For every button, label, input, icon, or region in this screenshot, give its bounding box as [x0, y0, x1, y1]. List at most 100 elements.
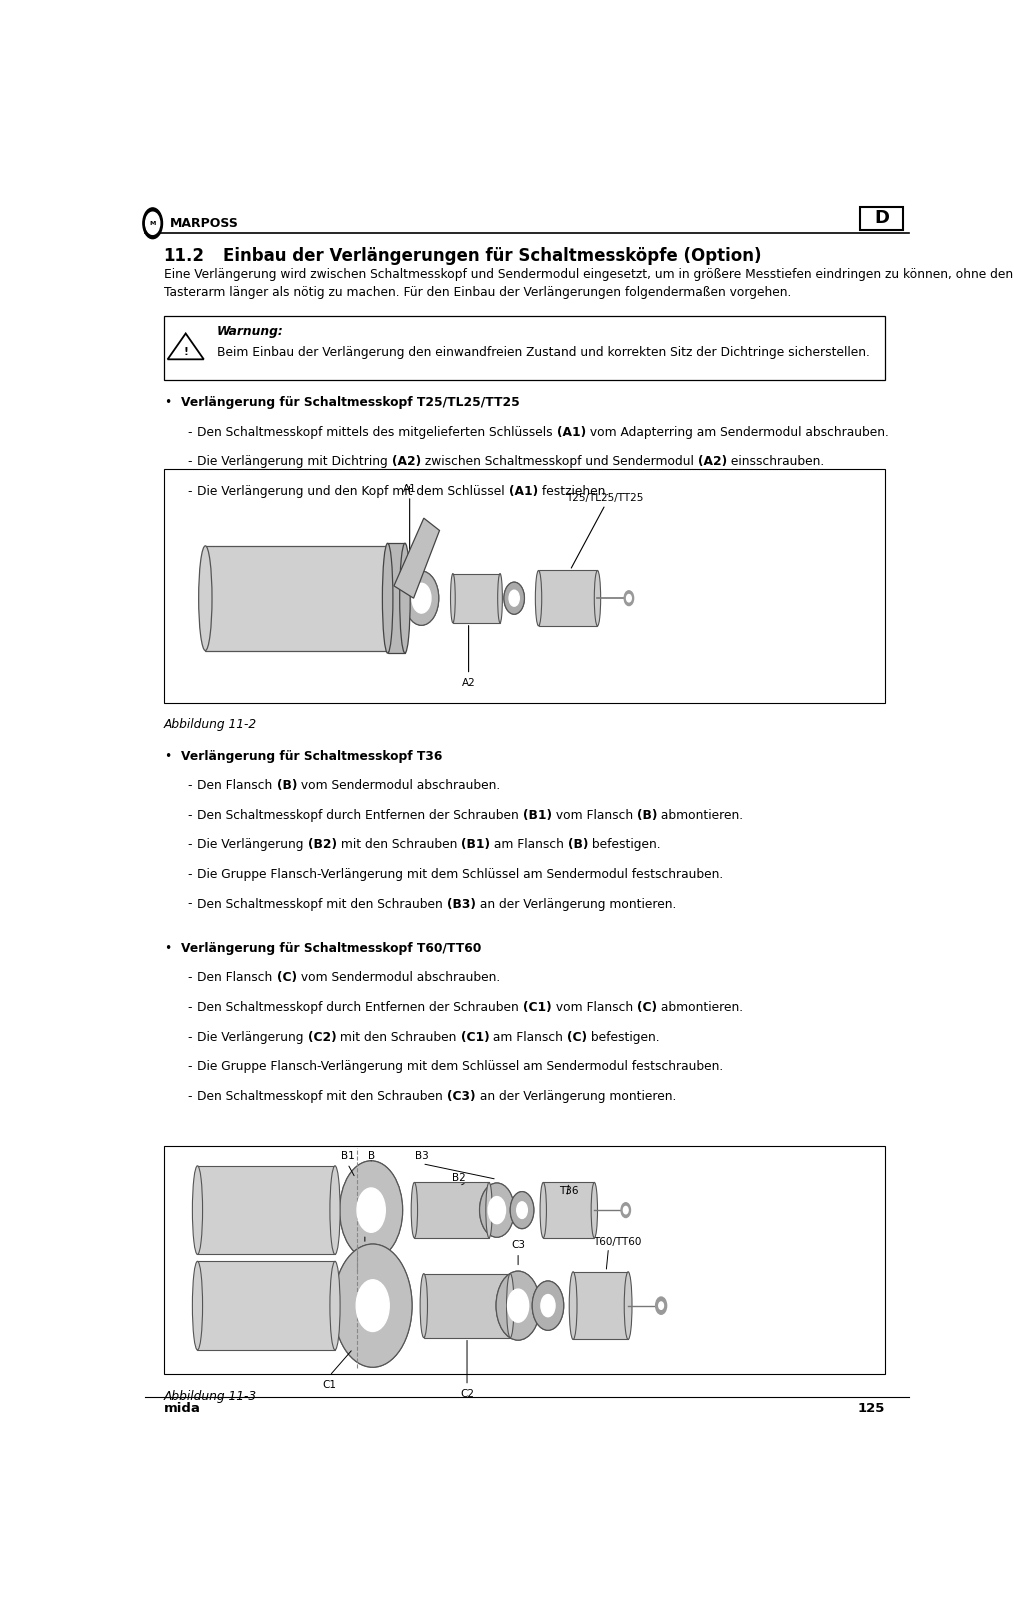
Text: M: M — [149, 221, 156, 225]
Text: (C): (C) — [637, 1001, 657, 1014]
Circle shape — [143, 208, 162, 238]
Text: Abbildung 11-3: Abbildung 11-3 — [163, 1390, 257, 1402]
Ellipse shape — [412, 1182, 418, 1238]
Text: T25/TL25/TT25: T25/TL25/TT25 — [566, 494, 644, 504]
Text: vom Sendermodul abschrauben.: vom Sendermodul abschrauben. — [297, 972, 500, 985]
Text: vom Sendermodul abschrauben.: vom Sendermodul abschrauben. — [297, 779, 500, 792]
Circle shape — [412, 584, 431, 612]
Text: (A1): (A1) — [509, 484, 538, 497]
Ellipse shape — [330, 1262, 340, 1350]
Text: festziehen.: festziehen. — [538, 484, 609, 497]
Text: (C): (C) — [277, 972, 297, 985]
Ellipse shape — [199, 545, 212, 651]
Text: (C): (C) — [567, 1031, 587, 1044]
Ellipse shape — [591, 1182, 597, 1238]
Text: C1: C1 — [322, 1380, 337, 1390]
Circle shape — [510, 1191, 533, 1228]
Circle shape — [146, 213, 160, 235]
Text: Die Gruppe Flansch-Verlängerung mit dem Schlüssel am Sendermodul festschrauben.: Die Gruppe Flansch-Verlängerung mit dem … — [198, 868, 724, 881]
Text: 125: 125 — [858, 1402, 885, 1415]
Text: (C1): (C1) — [523, 1001, 552, 1014]
Text: Die Verlängerung und den Kopf mit dem Schlüssel: Die Verlängerung und den Kopf mit dem Sc… — [198, 484, 509, 497]
Text: D: D — [874, 209, 889, 227]
Text: (A2): (A2) — [392, 456, 421, 469]
Text: A1: A1 — [403, 483, 417, 494]
Circle shape — [357, 1188, 385, 1233]
Circle shape — [340, 1161, 403, 1260]
Text: an der Verlängerung montieren.: an der Verlängerung montieren. — [476, 897, 676, 910]
Text: -: - — [188, 484, 192, 497]
Bar — [163, 1146, 885, 1374]
Text: Den Schaltmesskopf mit den Schrauben: Den Schaltmesskopf mit den Schrauben — [198, 1091, 447, 1103]
Text: B3: B3 — [416, 1151, 429, 1161]
Text: B1: B1 — [341, 1151, 355, 1161]
Ellipse shape — [450, 574, 455, 624]
Circle shape — [334, 1244, 412, 1367]
Bar — [387, 544, 405, 652]
Text: -: - — [188, 1001, 192, 1014]
Text: (B1): (B1) — [461, 838, 490, 851]
Circle shape — [480, 1183, 514, 1238]
Circle shape — [334, 1244, 412, 1367]
Text: A2: A2 — [461, 678, 476, 688]
Bar — [453, 574, 500, 624]
Text: (C3): (C3) — [447, 1091, 476, 1103]
Text: Den Flansch: Den Flansch — [198, 779, 277, 792]
Bar — [415, 1182, 489, 1238]
Text: einsschrauben.: einsschrauben. — [727, 456, 824, 469]
Ellipse shape — [382, 544, 392, 652]
Ellipse shape — [594, 571, 600, 625]
Text: -: - — [188, 809, 192, 822]
Text: C: C — [361, 1222, 368, 1231]
Text: (B1): (B1) — [523, 809, 552, 822]
Text: C3: C3 — [511, 1241, 525, 1250]
FancyBboxPatch shape — [860, 206, 903, 230]
Circle shape — [405, 571, 439, 625]
Circle shape — [624, 1206, 628, 1214]
Text: -: - — [188, 779, 192, 792]
Text: Die Verlängerung mit Dichtring: Die Verlängerung mit Dichtring — [198, 456, 392, 469]
Text: an der Verlängerung montieren.: an der Verlängerung montieren. — [476, 1091, 676, 1103]
Text: -: - — [188, 1031, 192, 1044]
Text: Die Gruppe Flansch-Verlängerung mit dem Schlüssel am Sendermodul festschrauben.: Die Gruppe Flansch-Verlängerung mit dem … — [198, 1060, 724, 1073]
Ellipse shape — [507, 1274, 514, 1338]
Polygon shape — [393, 518, 439, 598]
Text: 11.2: 11.2 — [163, 246, 205, 265]
Ellipse shape — [535, 571, 541, 625]
Circle shape — [625, 590, 634, 606]
Circle shape — [496, 1271, 540, 1340]
Text: Den Schaltmesskopf mit den Schrauben: Den Schaltmesskopf mit den Schrauben — [198, 897, 447, 910]
Text: -: - — [188, 868, 192, 881]
Text: Die Verlängerung: Die Verlängerung — [198, 838, 308, 851]
Text: T60/TT60: T60/TT60 — [593, 1236, 641, 1247]
Text: (B): (B) — [568, 838, 588, 851]
Bar — [163, 469, 885, 704]
Text: Abbildung 11-2: Abbildung 11-2 — [163, 718, 257, 731]
Text: (C1): (C1) — [460, 1031, 490, 1044]
Text: vom Adapterring am Sendermodul abschrauben.: vom Adapterring am Sendermodul abschraub… — [586, 425, 889, 438]
Text: mit den Schrauben: mit den Schrauben — [337, 838, 461, 851]
Text: (B): (B) — [637, 809, 657, 822]
Circle shape — [508, 1289, 528, 1322]
Text: !: ! — [184, 347, 189, 357]
Ellipse shape — [400, 544, 411, 652]
Ellipse shape — [330, 1166, 340, 1255]
Circle shape — [340, 1161, 403, 1260]
Circle shape — [627, 595, 632, 601]
Circle shape — [517, 1202, 527, 1218]
Text: •: • — [163, 750, 171, 763]
Ellipse shape — [387, 545, 401, 651]
Text: mida: mida — [163, 1402, 201, 1415]
Bar — [573, 1271, 628, 1340]
Ellipse shape — [498, 574, 502, 624]
Text: (C2): (C2) — [308, 1031, 337, 1044]
Text: -: - — [188, 897, 192, 910]
Circle shape — [489, 1196, 506, 1223]
Text: •: • — [163, 942, 171, 955]
Ellipse shape — [569, 1271, 577, 1340]
Text: Den Schaltmesskopf mittels des mitgelieferten Schlüssels: Den Schaltmesskopf mittels des mitgelief… — [198, 425, 557, 438]
Circle shape — [504, 582, 524, 614]
Circle shape — [504, 582, 524, 614]
Text: mit den Schrauben: mit den Schrauben — [337, 1031, 460, 1044]
Circle shape — [405, 571, 439, 625]
